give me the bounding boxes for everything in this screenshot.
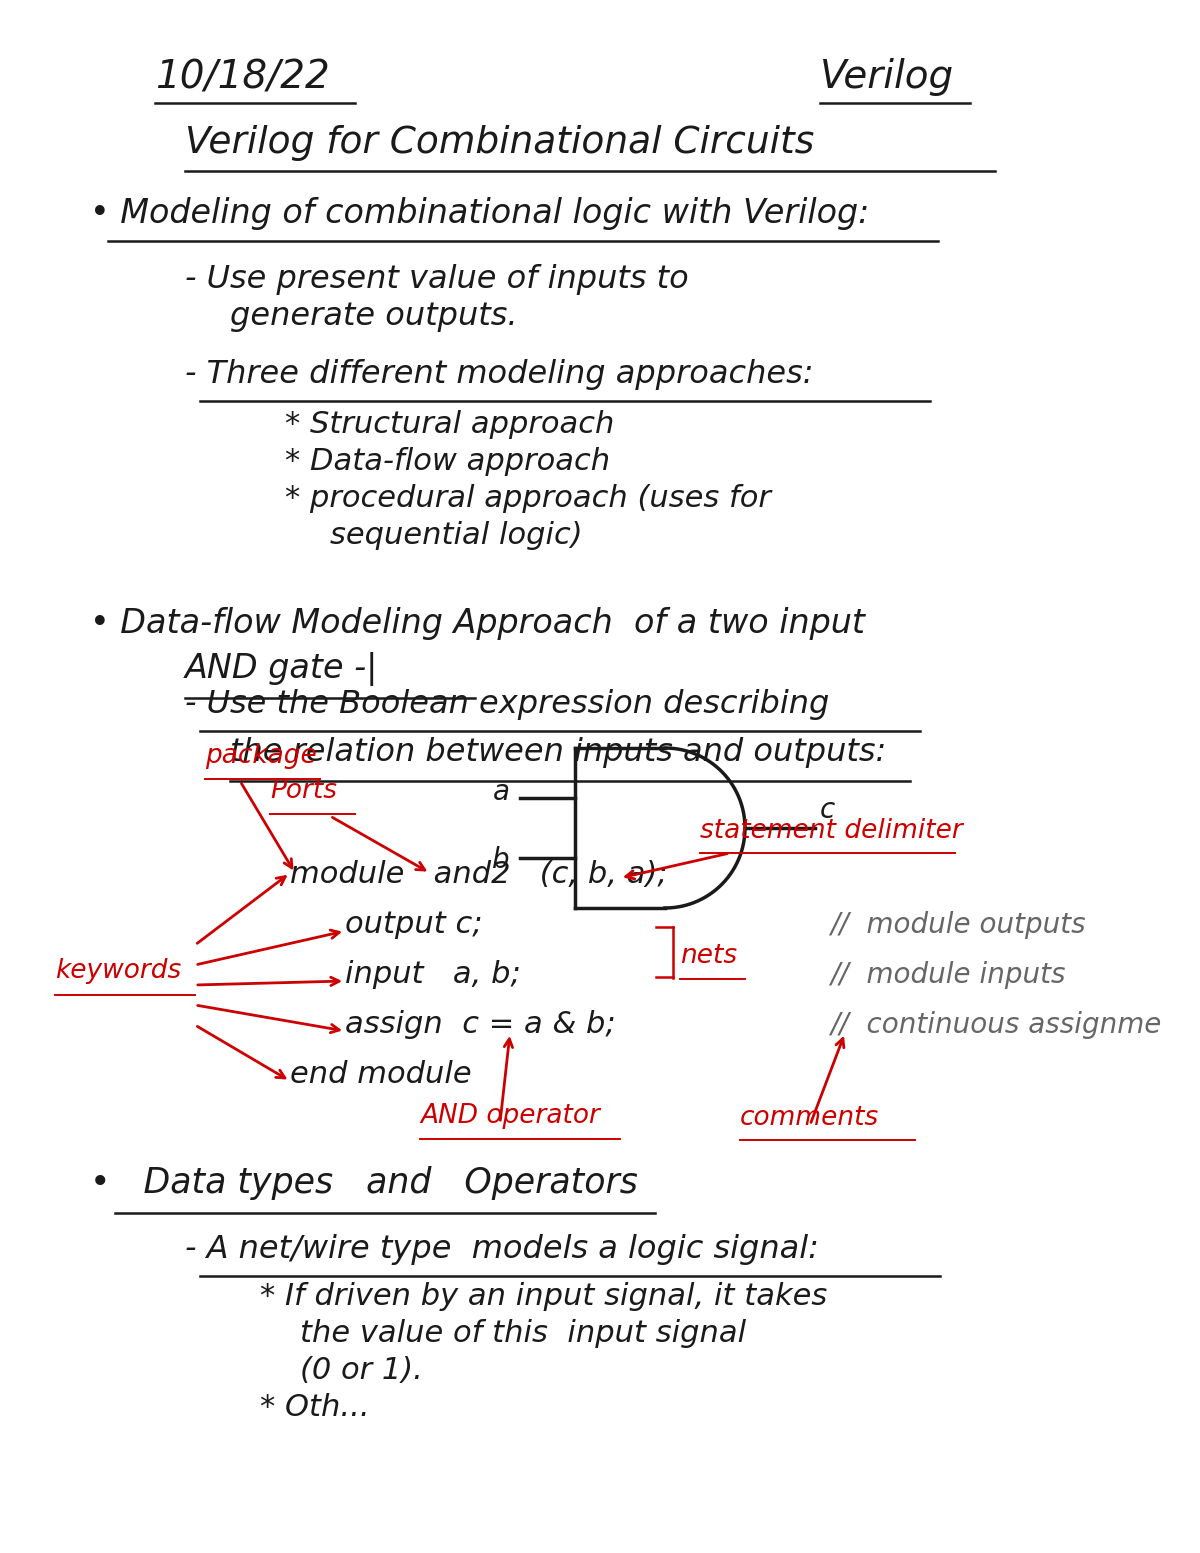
Text: package: package — [205, 742, 317, 769]
Text: sequential logic): sequential logic) — [330, 520, 583, 550]
Text: comments: comments — [740, 1106, 880, 1131]
Text: the relation between inputs and outputs:: the relation between inputs and outputs: — [230, 738, 887, 769]
Text: •   Data types   and   Operators: • Data types and Operators — [90, 1166, 638, 1200]
Text: module   and2   (c, b, a);: module and2 (c, b, a); — [290, 860, 667, 888]
Text: • Data-flow Modeling Approach  of a two input: • Data-flow Modeling Approach of a two i… — [90, 607, 865, 640]
Text: * Data-flow approach: * Data-flow approach — [286, 447, 610, 477]
Text: * Oth...: * Oth... — [260, 1393, 370, 1423]
Text: assign  c = a & b;: assign c = a & b; — [346, 1009, 616, 1039]
Text: * procedural approach (uses for: * procedural approach (uses for — [286, 485, 770, 512]
Text: keywords: keywords — [55, 958, 181, 985]
Text: a: a — [493, 778, 510, 806]
Text: the value of this  input signal: the value of this input signal — [300, 1318, 746, 1348]
Text: //  module inputs: // module inputs — [830, 961, 1066, 989]
Text: AND operator: AND operator — [420, 1103, 600, 1129]
Text: end module: end module — [290, 1061, 472, 1089]
Text: • Modeling of combinational logic with Verilog:: • Modeling of combinational logic with V… — [90, 197, 869, 230]
Text: output c;: output c; — [346, 910, 482, 940]
Text: Ports: Ports — [270, 778, 337, 804]
Text: b: b — [492, 846, 510, 874]
Text: * Structural approach: * Structural approach — [286, 410, 614, 439]
Text: Verilog: Verilog — [820, 57, 954, 96]
Text: - Use present value of inputs to: - Use present value of inputs to — [185, 264, 689, 295]
Text: statement delimiter: statement delimiter — [700, 818, 962, 843]
Text: - A net/wire type  models a logic signal:: - A net/wire type models a logic signal: — [185, 1235, 818, 1266]
Text: AND gate -|: AND gate -| — [185, 652, 378, 686]
Text: generate outputs.: generate outputs. — [230, 301, 517, 332]
Text: Verilog for Combinational Circuits: Verilog for Combinational Circuits — [185, 124, 815, 162]
Text: c: c — [820, 797, 835, 825]
Text: - Three different modeling approaches:: - Three different modeling approaches: — [185, 359, 814, 390]
Text: nets: nets — [680, 943, 737, 969]
Text: - Use the Boolean expression describing: - Use the Boolean expression describing — [185, 690, 829, 721]
Text: 10/18/22: 10/18/22 — [155, 57, 330, 96]
Text: input   a, b;: input a, b; — [346, 960, 521, 989]
Text: //  module outputs: // module outputs — [830, 912, 1086, 940]
Text: (0 or 1).: (0 or 1). — [300, 1356, 422, 1385]
Text: * If driven by an input signal, it takes: * If driven by an input signal, it takes — [260, 1281, 827, 1311]
Text: //  continuous assignme: // continuous assignme — [830, 1011, 1162, 1039]
